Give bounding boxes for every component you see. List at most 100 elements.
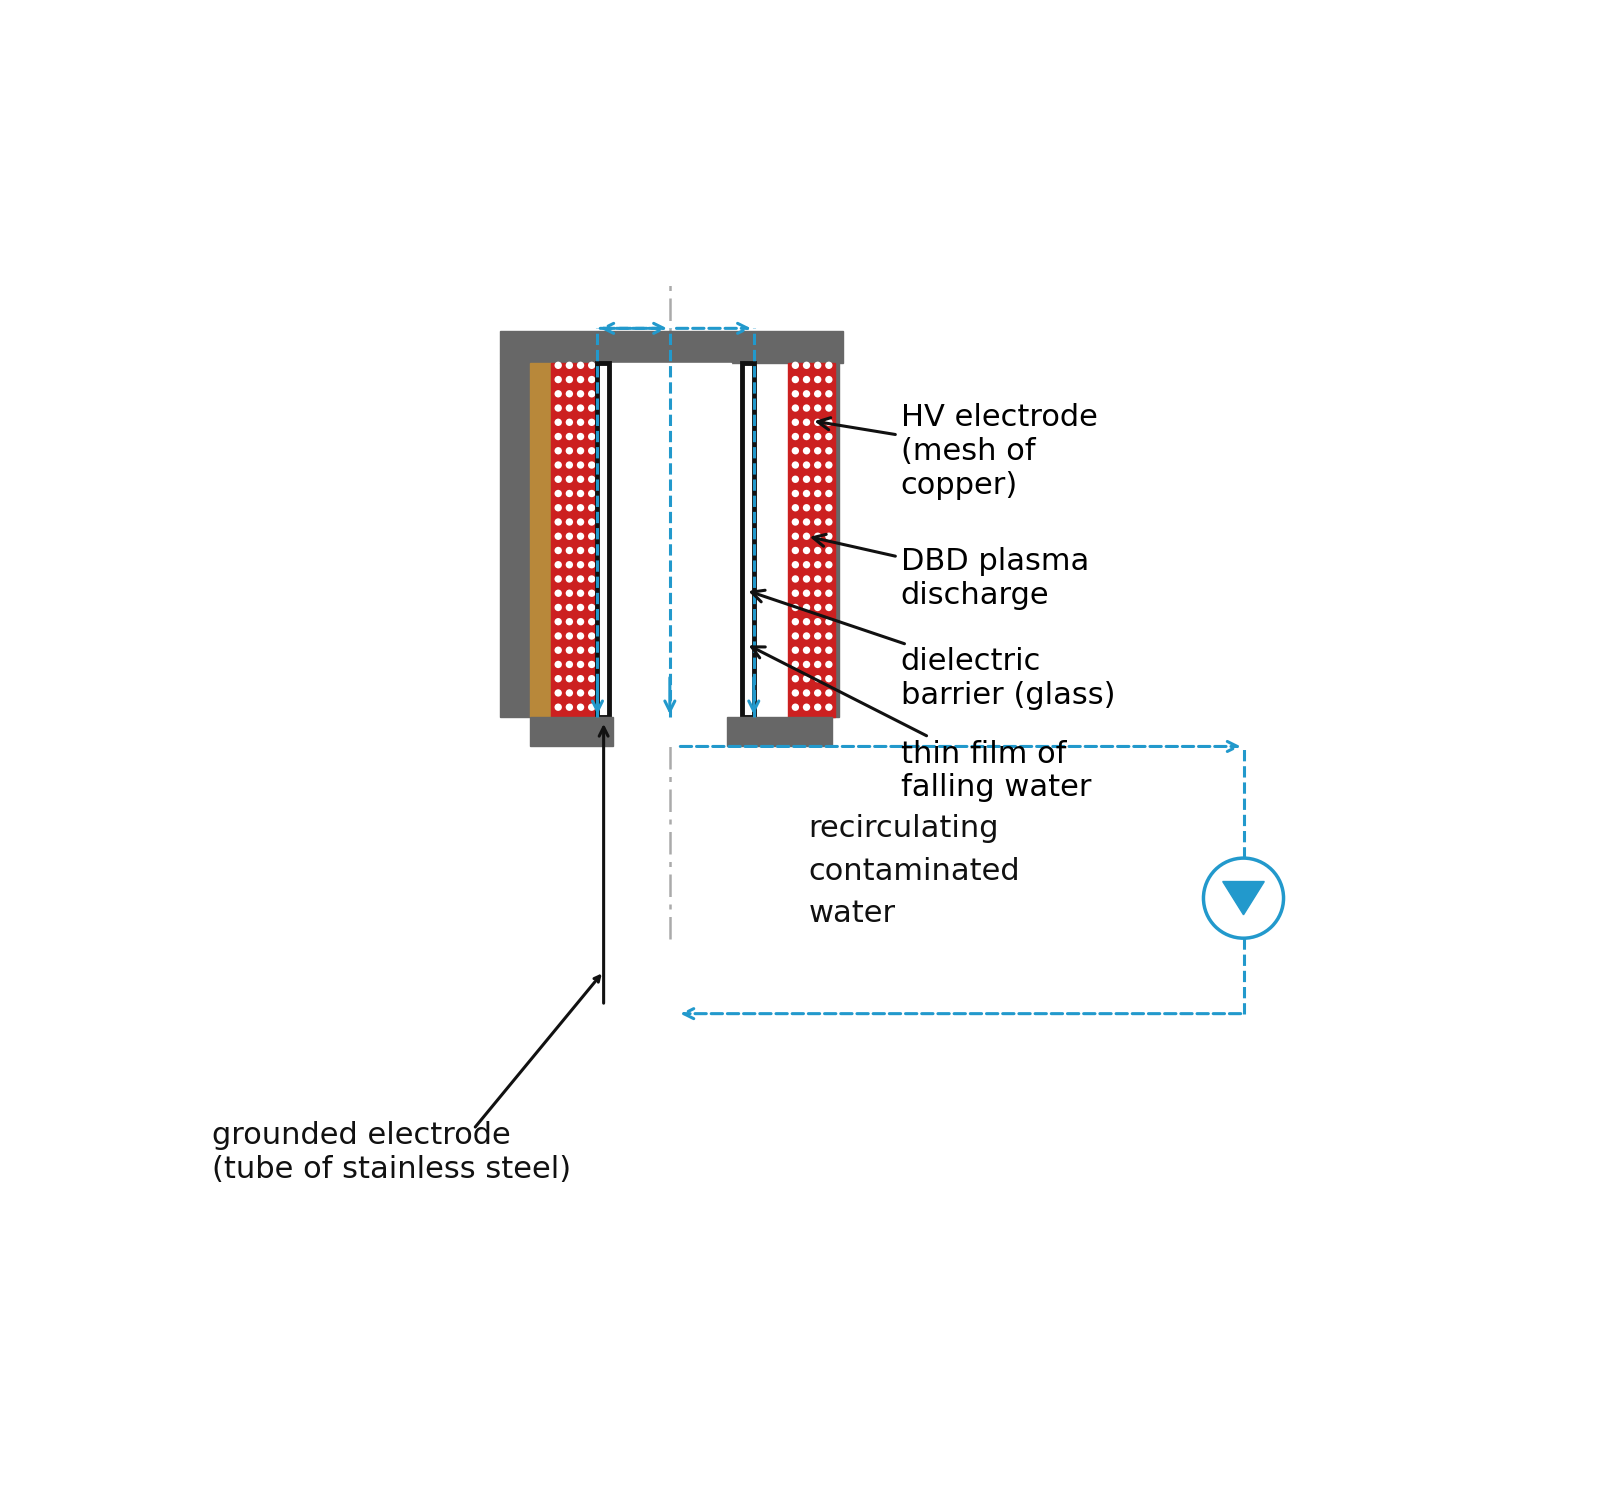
Circle shape bbox=[826, 618, 832, 625]
Circle shape bbox=[566, 362, 573, 368]
Circle shape bbox=[803, 462, 810, 469]
Circle shape bbox=[814, 590, 821, 597]
Circle shape bbox=[803, 376, 810, 383]
Circle shape bbox=[566, 391, 573, 398]
Circle shape bbox=[826, 704, 832, 711]
Circle shape bbox=[587, 404, 595, 411]
Circle shape bbox=[578, 376, 584, 383]
Circle shape bbox=[826, 518, 832, 526]
Circle shape bbox=[587, 618, 595, 625]
Circle shape bbox=[587, 704, 595, 711]
Circle shape bbox=[814, 546, 821, 554]
Circle shape bbox=[814, 391, 821, 398]
Circle shape bbox=[792, 419, 798, 426]
Circle shape bbox=[587, 546, 595, 554]
Circle shape bbox=[555, 689, 562, 696]
Circle shape bbox=[826, 475, 832, 483]
Circle shape bbox=[566, 676, 573, 683]
Circle shape bbox=[814, 447, 821, 454]
Circle shape bbox=[555, 604, 562, 612]
Circle shape bbox=[803, 447, 810, 454]
Circle shape bbox=[803, 546, 810, 554]
Circle shape bbox=[587, 419, 595, 426]
Circle shape bbox=[803, 404, 810, 411]
Circle shape bbox=[566, 447, 573, 454]
Circle shape bbox=[555, 404, 562, 411]
Circle shape bbox=[587, 490, 595, 497]
Circle shape bbox=[792, 447, 798, 454]
Circle shape bbox=[566, 404, 573, 411]
Circle shape bbox=[566, 661, 573, 668]
Circle shape bbox=[814, 404, 821, 411]
Circle shape bbox=[587, 362, 595, 368]
Circle shape bbox=[587, 391, 595, 398]
Circle shape bbox=[826, 419, 832, 426]
Circle shape bbox=[578, 490, 584, 497]
Circle shape bbox=[803, 604, 810, 612]
Circle shape bbox=[814, 475, 821, 483]
Circle shape bbox=[814, 533, 821, 541]
Circle shape bbox=[578, 546, 584, 554]
Circle shape bbox=[578, 646, 584, 653]
Circle shape bbox=[578, 447, 584, 454]
Circle shape bbox=[555, 646, 562, 653]
Circle shape bbox=[803, 590, 810, 597]
Circle shape bbox=[578, 704, 584, 711]
Bar bbox=[530, 717, 613, 747]
Circle shape bbox=[578, 661, 584, 668]
Bar bbox=[552, 362, 597, 717]
Circle shape bbox=[587, 533, 595, 541]
Circle shape bbox=[578, 432, 584, 440]
Circle shape bbox=[566, 590, 573, 597]
Bar bbox=[810, 362, 840, 717]
Circle shape bbox=[587, 575, 595, 582]
Circle shape bbox=[587, 561, 595, 569]
Circle shape bbox=[814, 689, 821, 696]
Bar bbox=[597, 362, 610, 717]
Circle shape bbox=[826, 503, 832, 511]
Circle shape bbox=[587, 462, 595, 469]
Circle shape bbox=[803, 518, 810, 526]
Circle shape bbox=[555, 661, 562, 668]
Circle shape bbox=[803, 432, 810, 440]
Circle shape bbox=[566, 462, 573, 469]
Circle shape bbox=[555, 575, 562, 582]
Circle shape bbox=[566, 475, 573, 483]
Circle shape bbox=[826, 362, 832, 368]
Circle shape bbox=[792, 462, 798, 469]
Circle shape bbox=[826, 391, 832, 398]
Circle shape bbox=[803, 362, 810, 368]
Circle shape bbox=[792, 618, 798, 625]
Bar bbox=[742, 362, 754, 717]
Circle shape bbox=[792, 704, 798, 711]
Circle shape bbox=[792, 391, 798, 398]
Circle shape bbox=[826, 546, 832, 554]
Circle shape bbox=[578, 391, 584, 398]
Circle shape bbox=[826, 633, 832, 640]
Circle shape bbox=[555, 518, 562, 526]
Circle shape bbox=[803, 533, 810, 541]
Polygon shape bbox=[1222, 882, 1264, 915]
Circle shape bbox=[792, 689, 798, 696]
Circle shape bbox=[587, 503, 595, 511]
Circle shape bbox=[803, 689, 810, 696]
Circle shape bbox=[826, 676, 832, 683]
Circle shape bbox=[555, 447, 562, 454]
Circle shape bbox=[578, 604, 584, 612]
Circle shape bbox=[792, 503, 798, 511]
Circle shape bbox=[792, 561, 798, 569]
Text: thin film of
falling water: thin film of falling water bbox=[752, 647, 1091, 802]
Circle shape bbox=[587, 518, 595, 526]
Circle shape bbox=[578, 561, 584, 569]
Circle shape bbox=[1203, 858, 1283, 939]
Circle shape bbox=[814, 646, 821, 653]
Circle shape bbox=[814, 676, 821, 683]
Circle shape bbox=[792, 661, 798, 668]
Circle shape bbox=[566, 561, 573, 569]
Circle shape bbox=[803, 704, 810, 711]
Circle shape bbox=[803, 419, 810, 426]
Circle shape bbox=[803, 618, 810, 625]
Circle shape bbox=[803, 575, 810, 582]
Circle shape bbox=[566, 419, 573, 426]
Circle shape bbox=[792, 376, 798, 383]
